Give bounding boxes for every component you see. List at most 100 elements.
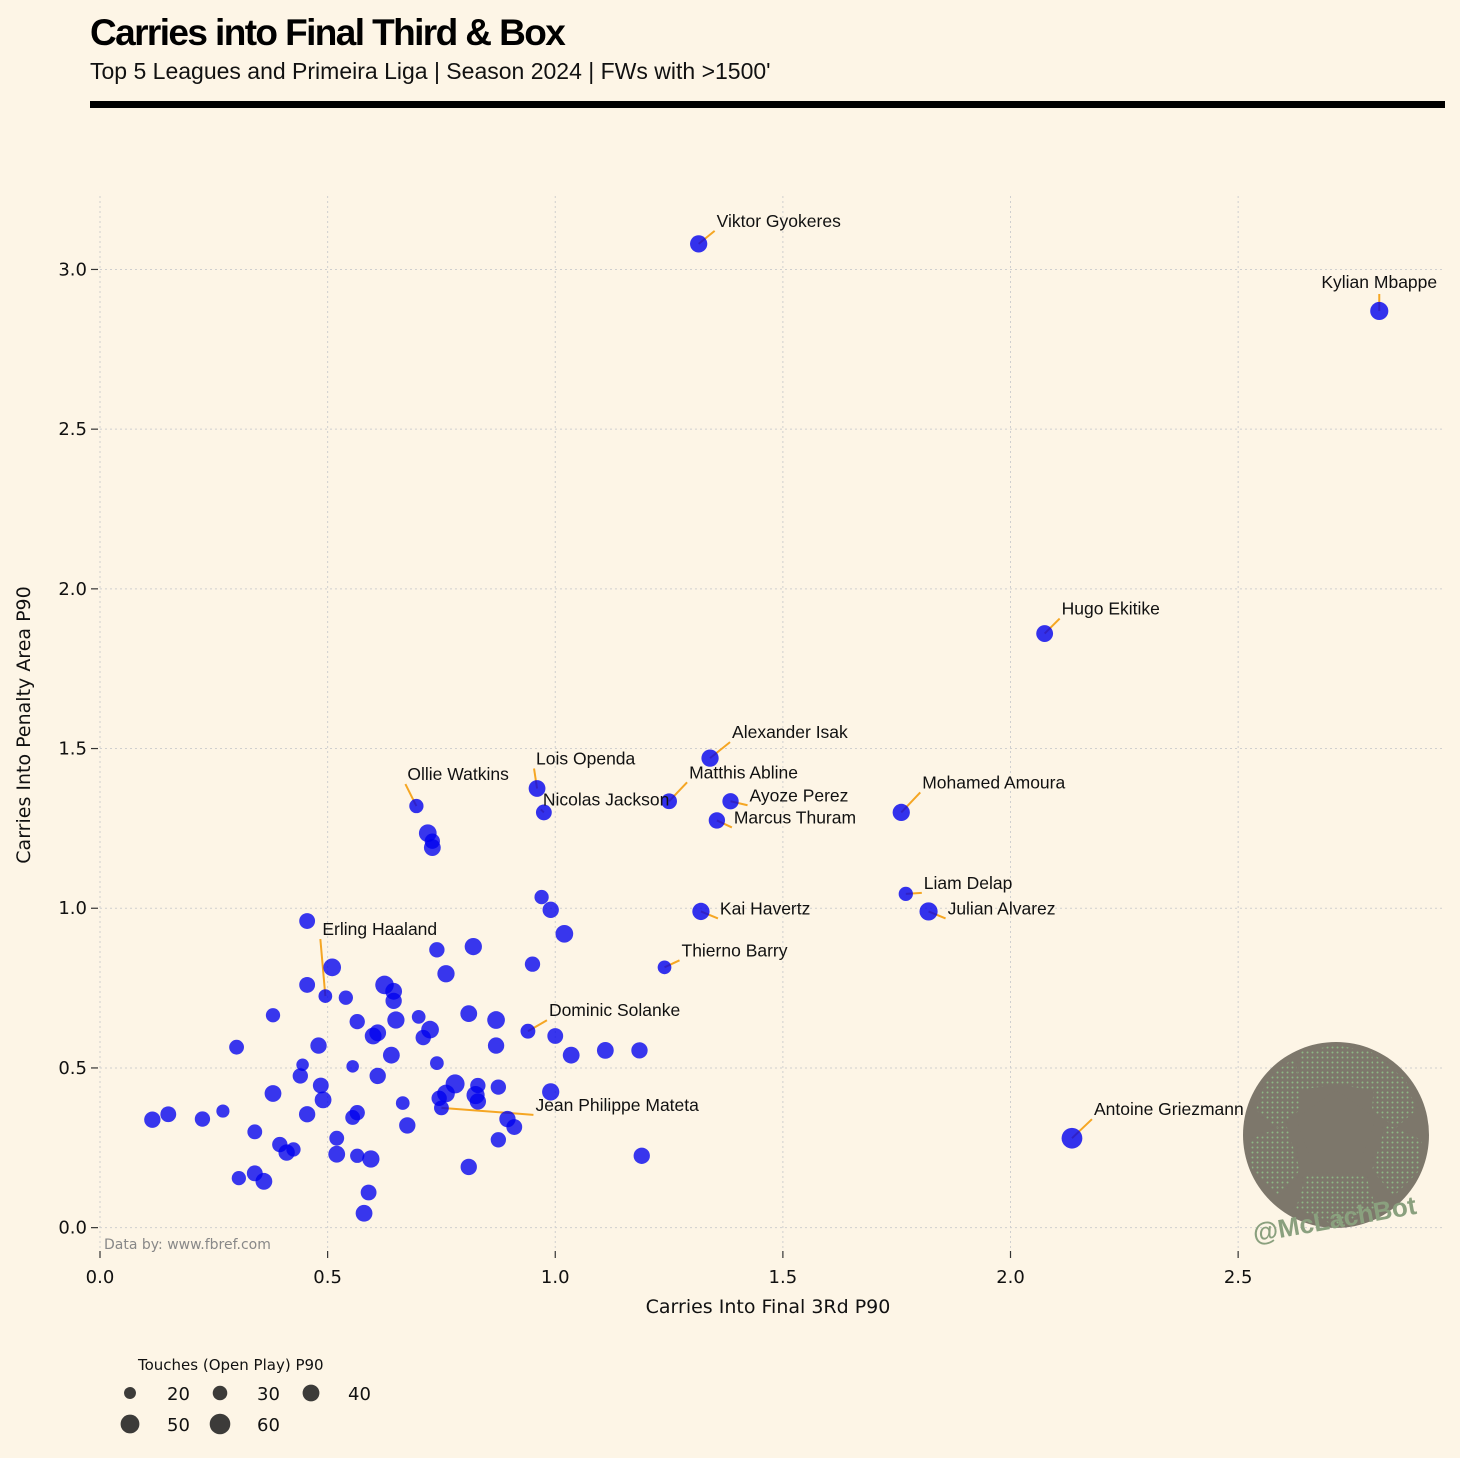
- data-point: [329, 1130, 345, 1146]
- point-label: Dominic Solanke: [549, 1000, 680, 1020]
- legend-label: 20: [167, 1384, 190, 1405]
- point-label: Kylian Mbappe: [1321, 272, 1437, 292]
- data-point: [364, 1027, 382, 1045]
- data-point: [312, 1077, 329, 1094]
- point-label: Matthis Abline: [689, 762, 798, 782]
- labeled-data-point: [520, 1023, 536, 1039]
- data-point: [596, 1041, 614, 1059]
- chart-title: Carries into Final Third & Box: [90, 12, 566, 53]
- data-point: [524, 956, 541, 972]
- labeled-data-point: [701, 749, 719, 767]
- data-point: [355, 1204, 373, 1222]
- data-point: [429, 942, 445, 958]
- data-point: [350, 1148, 365, 1163]
- labeled-data-point: [898, 886, 913, 902]
- x-tick-label: 0.5: [313, 1267, 342, 1288]
- legend-label: 50: [167, 1415, 190, 1436]
- leader-line: [441, 1106, 534, 1116]
- data-point: [399, 1117, 416, 1134]
- point-labels: Viktor Gyokeres Kylian Mbappe Hugo Ekitike…: [322, 211, 1437, 1119]
- data-point: [298, 1106, 316, 1123]
- data-point: [415, 1029, 431, 1046]
- y-tick-label: 1.0: [58, 898, 87, 919]
- data-point: [387, 1011, 405, 1029]
- legend-marker: [120, 1414, 140, 1434]
- data-point: [346, 1060, 359, 1073]
- labeled-data-point: [892, 803, 910, 822]
- chart-subtitle: Top 5 Leagues and Primeira Liga | Season…: [90, 58, 771, 84]
- legend-label: 30: [257, 1384, 280, 1405]
- point-label: Jean Philippe Mateta: [535, 1095, 699, 1115]
- data-point: [547, 1028, 564, 1044]
- x-tick-label: 1.5: [769, 1267, 798, 1288]
- legend-title: Touches (Open Play) P90: [137, 1356, 324, 1374]
- data-point: [144, 1111, 161, 1128]
- data-point: [264, 1085, 282, 1102]
- data-point: [382, 1046, 400, 1064]
- labeled-data-point: [657, 960, 672, 975]
- y-tick-label: 2.5: [58, 419, 87, 440]
- x-tick-label: 1.0: [541, 1267, 570, 1288]
- y-tick-label: 1.5: [58, 739, 87, 760]
- data-point: [362, 1150, 380, 1168]
- size-legend: 20 30 40 50 60: [120, 1384, 371, 1436]
- x-tick-label: 2.5: [1224, 1267, 1253, 1288]
- data-point: [555, 924, 574, 943]
- data-point: [542, 901, 559, 919]
- point-label: Thierno Barry: [682, 940, 788, 960]
- data-point: [292, 1068, 308, 1084]
- data-point: [490, 1079, 507, 1095]
- x-axis-title: Carries Into Final 3Rd P90: [646, 1296, 891, 1318]
- legend-marker: [212, 1385, 228, 1401]
- y-tick-label: 0.5: [58, 1058, 87, 1079]
- leader-lines: [319, 230, 1381, 1139]
- point-label: Lois Openda: [536, 748, 636, 768]
- data-point: [487, 1037, 505, 1054]
- data-point: [423, 839, 441, 856]
- data-point: [314, 1091, 332, 1109]
- data-point: [349, 1013, 365, 1030]
- data-point: [255, 1172, 273, 1190]
- y-tick-label: 3.0: [58, 259, 87, 280]
- data-point: [231, 1170, 246, 1186]
- legend-label: 60: [257, 1415, 280, 1436]
- data-point: [323, 958, 342, 977]
- labeled-data-point: [661, 793, 677, 810]
- labeled-data-point: [690, 235, 708, 253]
- point-label: Ollie Watkins: [407, 764, 509, 784]
- x-tick-label: 2.0: [996, 1267, 1025, 1288]
- data-point: [265, 1008, 281, 1023]
- labeled-data-point: [919, 902, 938, 921]
- data-point: [345, 1110, 361, 1125]
- data-point: [534, 889, 549, 905]
- data-point: [411, 1009, 426, 1024]
- data-point: [437, 965, 455, 983]
- data-point: [460, 1005, 478, 1023]
- labeled-data-point: [722, 793, 739, 810]
- soccer-ball-icon: [1243, 1042, 1429, 1228]
- data-point: [469, 1093, 487, 1110]
- point-label: Alexander Isak: [732, 722, 848, 742]
- data-point: [360, 1184, 377, 1201]
- labeled-data-point: [409, 798, 424, 814]
- x-tick-label: 0.0: [86, 1267, 115, 1288]
- labeled-data-point: [434, 1100, 449, 1116]
- data-point: [369, 1067, 386, 1085]
- data-point: [395, 1096, 410, 1110]
- data-point: [562, 1046, 580, 1064]
- data-point: [338, 990, 353, 1005]
- labeled-data-point: [1061, 1127, 1083, 1149]
- data-point: [631, 1042, 648, 1059]
- data-point: [328, 1145, 346, 1163]
- data-point: [160, 1106, 177, 1123]
- point-label: Liam Delap: [924, 873, 1013, 893]
- legend-label: 40: [348, 1384, 371, 1405]
- data-point: [310, 1037, 327, 1054]
- point-label: Antoine Griezmann: [1094, 1099, 1244, 1119]
- data-point: [247, 1124, 263, 1140]
- data-point: [490, 1132, 507, 1148]
- y-axis-title: Carries Into Penalty Area P90: [13, 586, 35, 863]
- labeled-data-point: [708, 812, 726, 829]
- point-label: Marcus Thuram: [734, 807, 856, 827]
